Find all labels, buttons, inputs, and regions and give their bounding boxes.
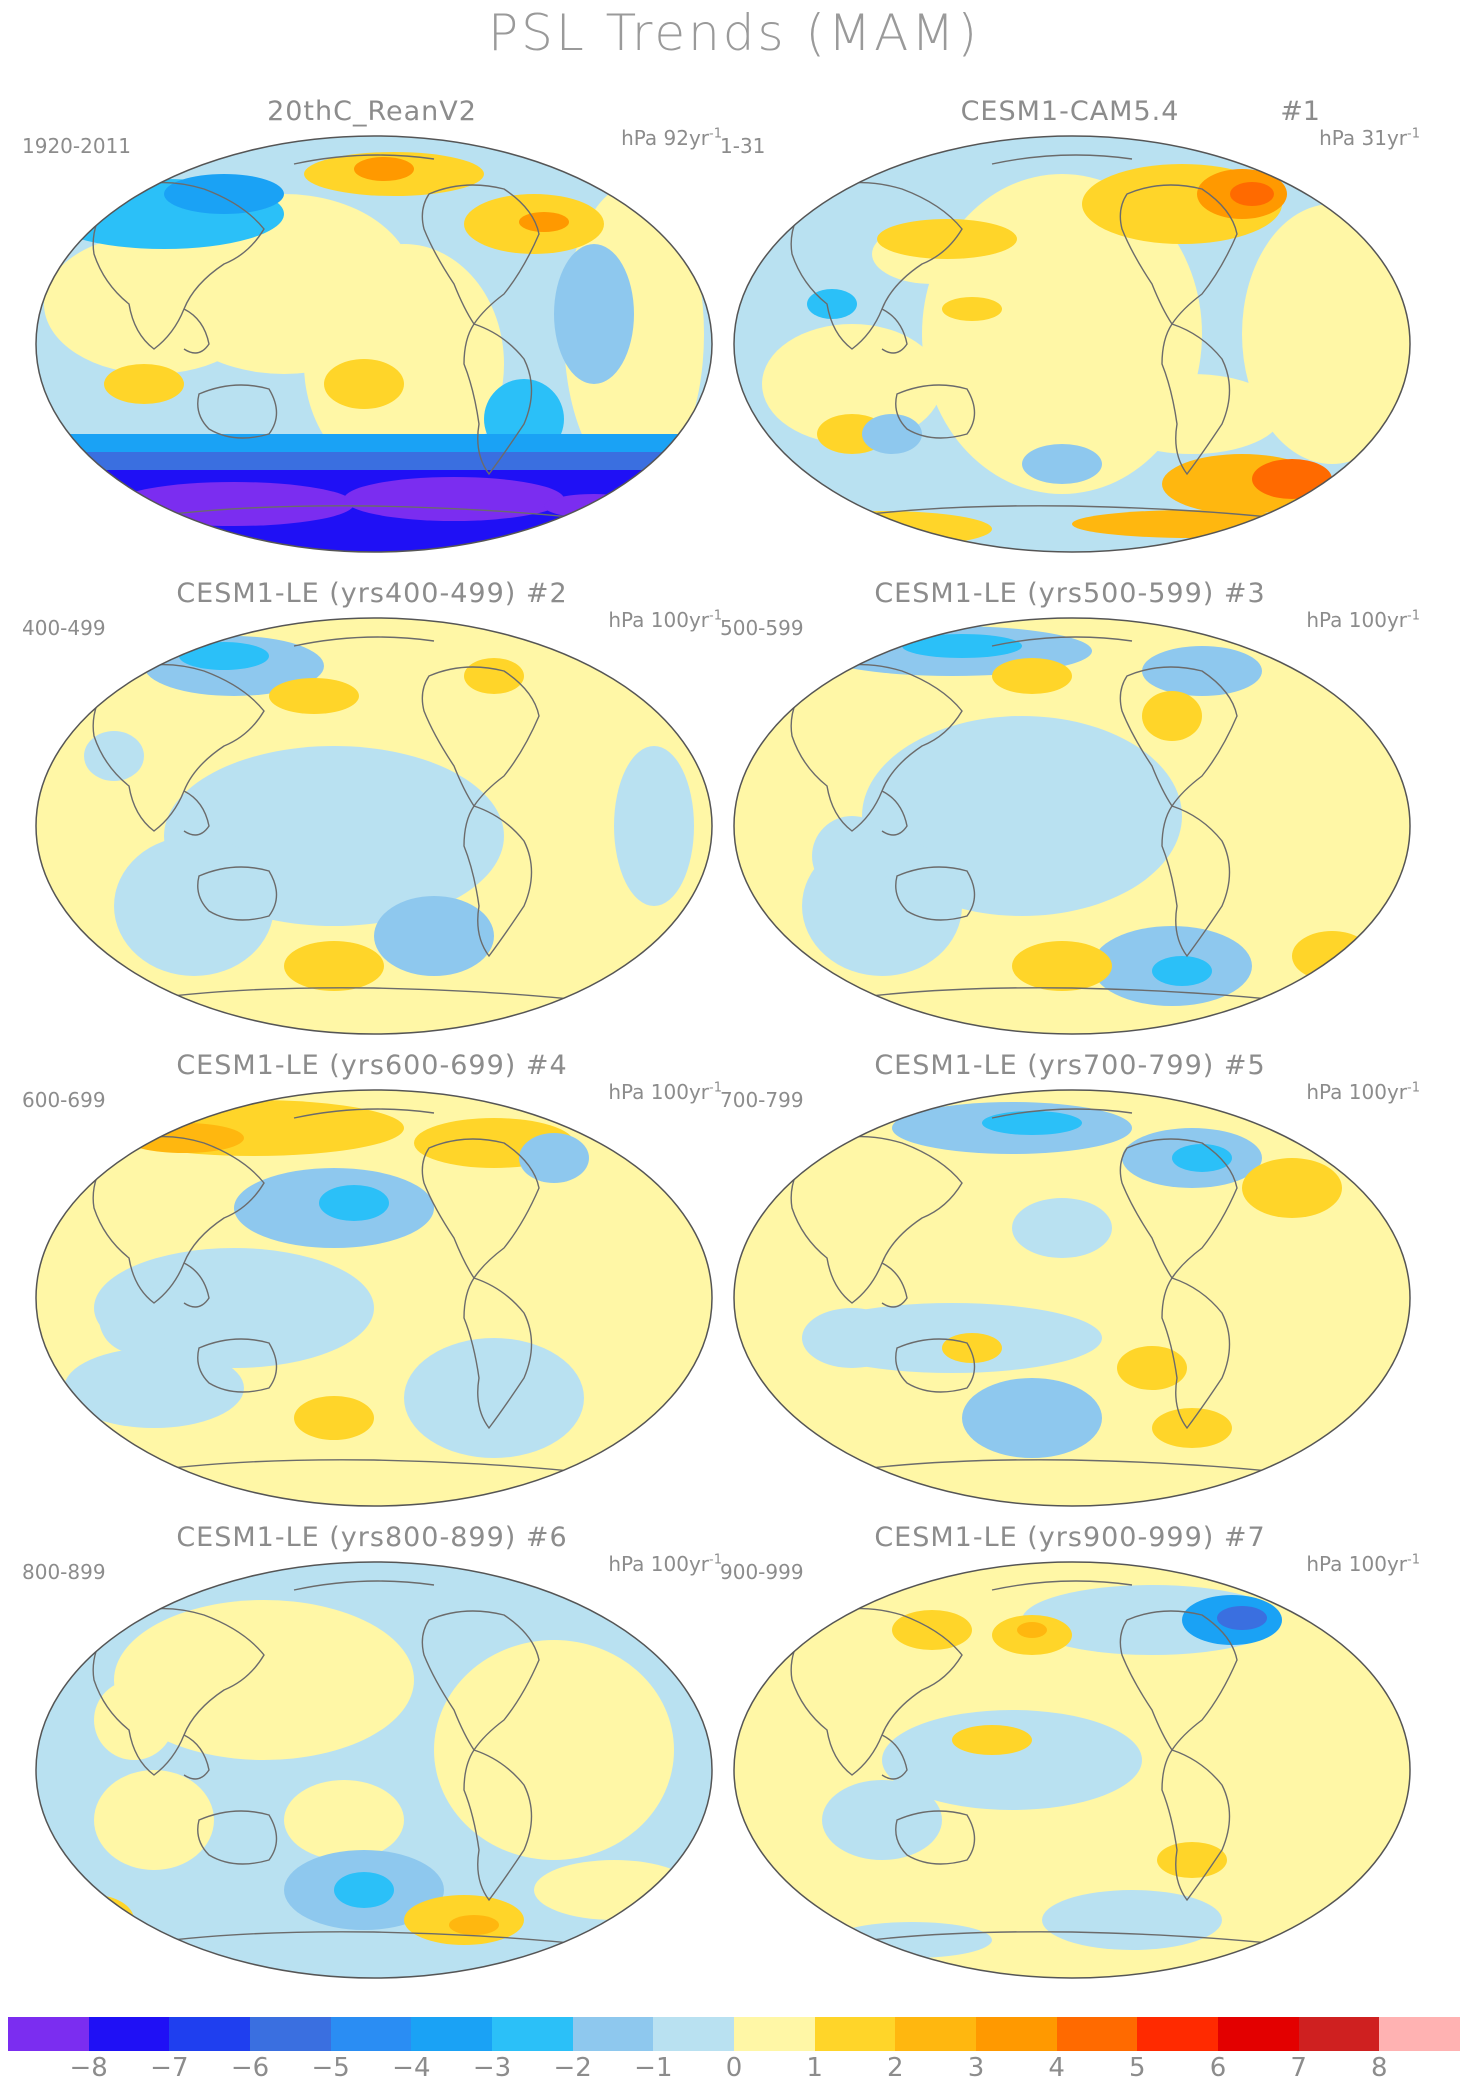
colorbar-cell	[330, 2017, 412, 2051]
panel-year-range: 1920-2011	[22, 134, 132, 158]
colorbar-cell	[411, 2017, 493, 2051]
panel-title: CESM1-CAM5.4	[960, 96, 1180, 127]
colorbar-tick-label: −6	[230, 2053, 270, 2083]
colorbar-tick-label: −4	[392, 2053, 431, 2083]
colorbar-tick-label: 2	[887, 2053, 904, 2083]
map-panel: CESM1-LE (yrs700-799) #5 700-799 hPa 100…	[720, 1050, 1420, 1520]
psl-trend-map	[733, 1089, 1411, 1507]
colorbar-tick-label: 6	[1209, 2053, 1227, 2083]
colorbar-cell	[8, 2017, 89, 2051]
panel-units: hPa 100yr-1	[1306, 1552, 1420, 1576]
colorbar-tick-label: 3	[967, 2053, 985, 2083]
colorbar-tick-label: −5	[311, 2053, 350, 2083]
panel-title: CESM1-LE (yrs700-799) #5	[874, 1050, 1266, 1081]
colorbar-cell	[1056, 2017, 1138, 2051]
panel-title: CESM1-LE (yrs900-999) #7	[874, 1522, 1266, 1553]
colorbar-tick-label: 4	[1048, 2053, 1065, 2083]
panel-title: CESM1-LE (yrs400-499) #2	[176, 578, 568, 609]
figure-title: PSL Trends (MAM)	[488, 4, 980, 62]
map-panel: CESM1-LE (yrs900-999) #7 900-999 hPa 100…	[720, 1522, 1420, 1992]
colorbar-cell	[1379, 2017, 1461, 2051]
colorbar-cell	[1137, 2017, 1219, 2051]
panel-units: hPa 31yr-1	[1319, 126, 1420, 150]
panel-units: hPa 92yr-1	[621, 126, 722, 150]
colorbar-tick-label: 0	[725, 2053, 743, 2083]
colorbar-cell	[895, 2017, 977, 2051]
colorbar-cell	[976, 2017, 1057, 2051]
map-panel: CESM1-CAM5.4 #1 1-31 hPa 31yr-1	[720, 96, 1420, 566]
colorbar-ticks: −8 −7 −6 −5 −4 −3 −2 −1 0 1 2 3 4 5 6 7 8	[8, 2053, 1460, 2087]
panel-year-range: 500-599	[720, 616, 804, 640]
colorbar	[8, 2017, 1461, 2051]
colorbar-tick-label: 8	[1371, 2053, 1388, 2083]
colorbar-tick-label: −2	[553, 2053, 592, 2083]
panel-number: #1	[1280, 96, 1320, 127]
colorbar-cell	[492, 2017, 573, 2051]
panel-title: CESM1-LE (yrs500-599) #3	[874, 578, 1266, 609]
panel-year-range: 600-699	[22, 1088, 106, 1112]
map-panel: CESM1-LE (yrs400-499) #2 400-499 hPa 100…	[22, 578, 722, 1048]
psl-trend-map	[35, 617, 713, 1035]
colorbar-cell	[572, 2017, 654, 2051]
panel-year-range: 900-999	[720, 1560, 804, 1584]
colorbar-tick-label: −7	[150, 2053, 189, 2083]
panel-units: hPa 100yr-1	[1306, 1080, 1420, 1104]
colorbar-tick-label: 7	[1290, 2053, 1307, 2083]
panel-title: CESM1-LE (yrs600-699) #4	[176, 1050, 568, 1081]
map-panel: CESM1-LE (yrs800-899) #6 800-899 hPa 100…	[22, 1522, 722, 1992]
colorbar-cell	[88, 2017, 170, 2051]
map-panel: CESM1-LE (yrs600-699) #4 600-699 hPa 100…	[22, 1050, 722, 1520]
colorbar-tick-label: −8	[69, 2053, 108, 2083]
panel-year-range: 1-31	[720, 134, 766, 158]
psl-trend-map	[35, 1561, 713, 1979]
psl-trend-map	[733, 617, 1411, 1035]
map-panel: 20thC_ReanV2 1920-2011 hPa 92yr-1	[22, 96, 722, 566]
panel-year-range: 800-899	[22, 1560, 106, 1584]
colorbar-tick-label: −1	[634, 2053, 673, 2083]
colorbar-cell	[1298, 2017, 1380, 2051]
panel-units: hPa 100yr-1	[1306, 608, 1420, 632]
panel-title: CESM1-LE (yrs800-899) #6	[176, 1522, 568, 1553]
panel-year-range: 700-799	[720, 1088, 804, 1112]
colorbar-tick-label: −3	[472, 2053, 512, 2083]
colorbar-tick-label: 1	[806, 2053, 823, 2083]
psl-trend-map	[35, 135, 713, 553]
panel-year-range: 400-499	[22, 616, 106, 640]
panel-units: hPa 100yr-1	[608, 608, 722, 632]
colorbar-cell	[1218, 2017, 1299, 2051]
panel-units: hPa 100yr-1	[608, 1080, 722, 1104]
psl-trend-map	[733, 1561, 1411, 1979]
colorbar-cell	[653, 2017, 735, 2051]
colorbar-cell	[169, 2017, 251, 2051]
psl-trend-map	[35, 1089, 713, 1507]
panel-units: hPa 100yr-1	[608, 1552, 722, 1576]
map-panel: CESM1-LE (yrs500-599) #3 500-599 hPa 100…	[720, 578, 1420, 1048]
colorbar-tick-label: 5	[1129, 2053, 1146, 2083]
colorbar-cell	[814, 2017, 896, 2051]
colorbar-cell	[734, 2017, 815, 2051]
psl-trend-map	[733, 135, 1411, 553]
panel-title: 20thC_ReanV2	[267, 96, 477, 127]
colorbar-cell	[250, 2017, 331, 2051]
